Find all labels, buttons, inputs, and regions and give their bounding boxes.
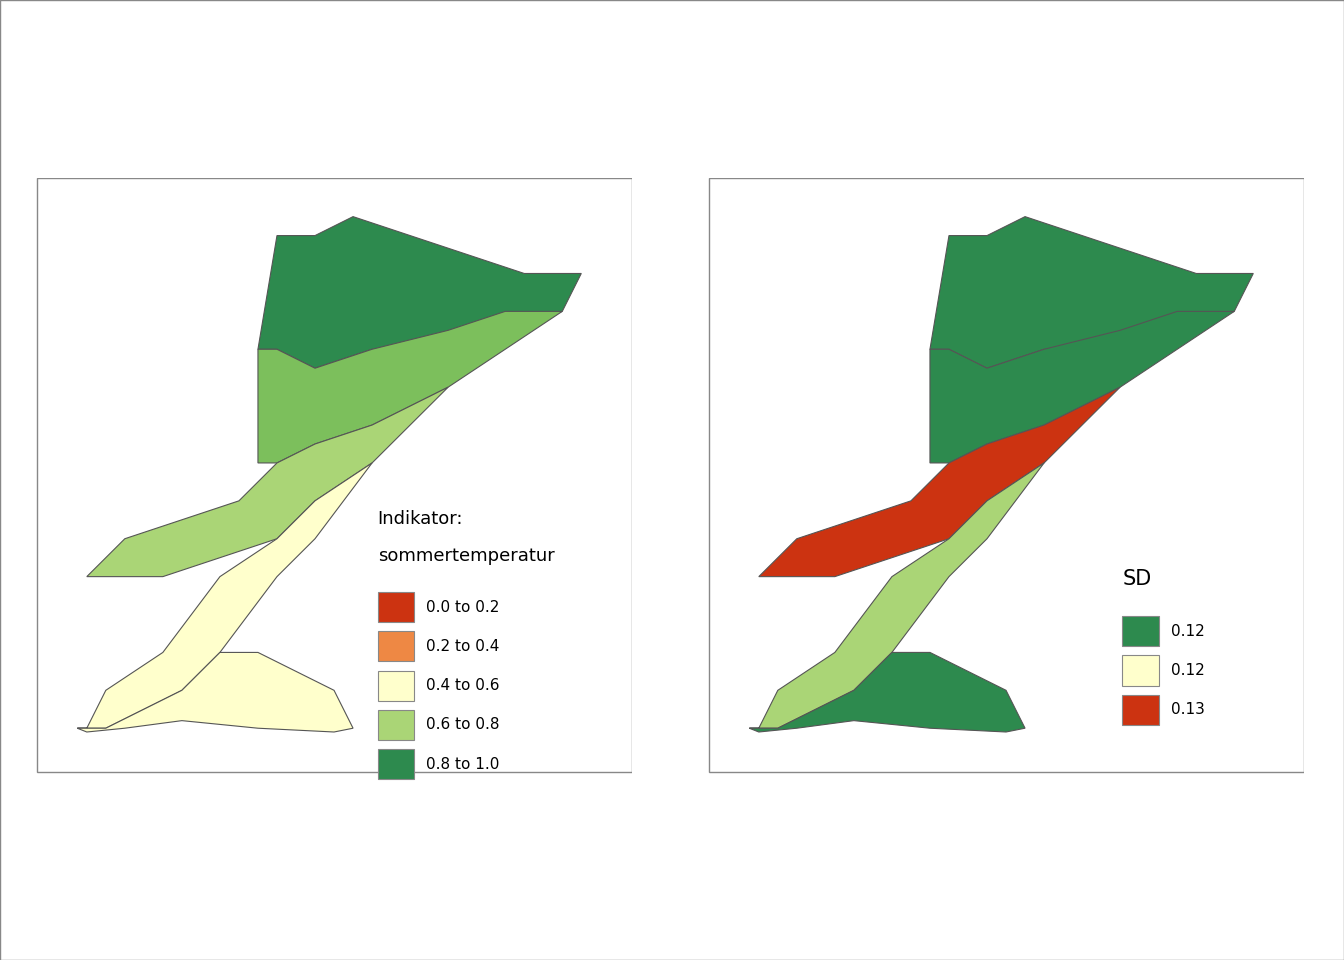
Polygon shape — [750, 463, 1044, 729]
Polygon shape — [87, 387, 448, 577]
Polygon shape — [930, 217, 1253, 369]
Text: 0.8 to 1.0: 0.8 to 1.0 — [426, 756, 500, 772]
FancyBboxPatch shape — [378, 749, 414, 780]
Polygon shape — [930, 311, 1234, 463]
Text: 0.12: 0.12 — [1171, 663, 1204, 678]
Polygon shape — [77, 653, 353, 732]
Text: 0.4 to 0.6: 0.4 to 0.6 — [426, 678, 500, 693]
FancyBboxPatch shape — [378, 670, 414, 701]
Polygon shape — [750, 653, 1025, 732]
FancyBboxPatch shape — [378, 709, 414, 740]
FancyBboxPatch shape — [1122, 616, 1159, 646]
FancyBboxPatch shape — [1122, 695, 1159, 725]
Text: 0.13: 0.13 — [1171, 703, 1204, 717]
Text: 0.6 to 0.8: 0.6 to 0.8 — [426, 717, 500, 732]
Polygon shape — [258, 311, 562, 463]
Text: sommertemperatur: sommertemperatur — [378, 546, 555, 564]
FancyBboxPatch shape — [1122, 656, 1159, 685]
Polygon shape — [258, 217, 581, 369]
Polygon shape — [759, 387, 1120, 577]
FancyBboxPatch shape — [378, 632, 414, 661]
Polygon shape — [77, 463, 372, 729]
Text: 0.0 to 0.2: 0.0 to 0.2 — [426, 599, 500, 614]
Text: 0.2 to 0.4: 0.2 to 0.4 — [426, 638, 500, 654]
Text: 0.12: 0.12 — [1171, 624, 1204, 638]
Text: SD: SD — [1122, 569, 1152, 588]
Text: Indikator:: Indikator: — [378, 511, 464, 528]
FancyBboxPatch shape — [378, 592, 414, 622]
